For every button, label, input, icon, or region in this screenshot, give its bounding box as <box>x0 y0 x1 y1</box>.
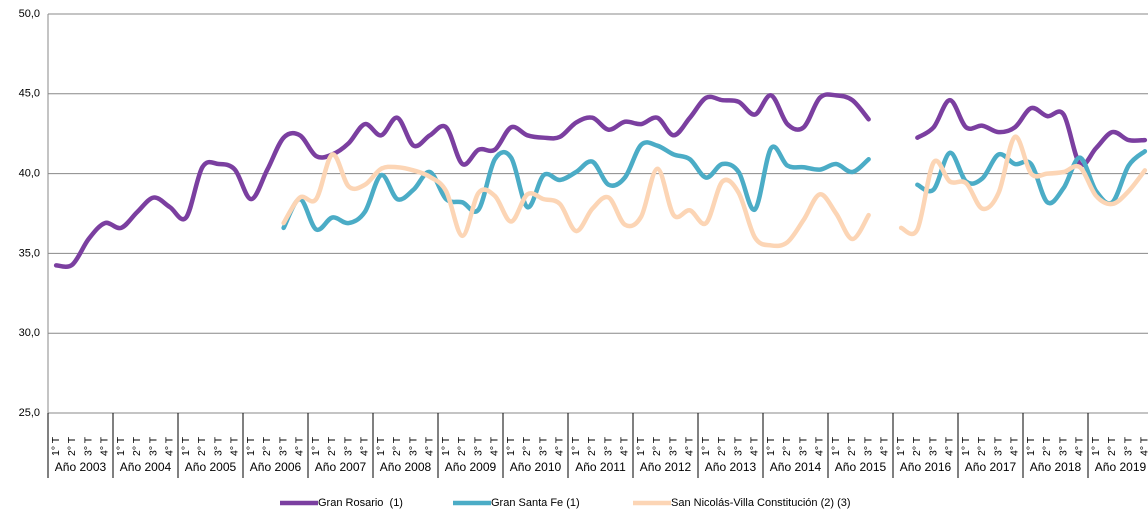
x-tick-label: 3° T <box>797 436 809 456</box>
group-label: Año 2015 <box>835 460 887 474</box>
x-tick-label: 2° T <box>261 436 273 456</box>
group-label: Año 2009 <box>445 460 497 474</box>
x-tick-label: 2° T <box>196 436 208 456</box>
group-label: Año 2004 <box>120 460 172 474</box>
x-tick-label: 2° T <box>131 436 143 456</box>
x-tick-label: 3° T <box>147 436 159 456</box>
x-tick-label: 2° T <box>976 436 988 456</box>
group-label: Año 2014 <box>770 460 822 474</box>
x-tick-label: 1° T <box>375 436 387 456</box>
group-label: Año 2019 <box>1095 460 1147 474</box>
group-label: Año 2017 <box>965 460 1017 474</box>
group-label: Año 2006 <box>250 460 302 474</box>
x-tick-label: 2° T <box>846 436 858 456</box>
x-tick-label: 4° T <box>619 436 631 456</box>
x-tick-label: 4° T <box>359 436 371 456</box>
x-tick-label: 3° T <box>992 436 1004 456</box>
x-tick-label: 4° T <box>879 436 891 456</box>
x-tick-label: 1° T <box>895 436 907 456</box>
x-tick-label: 4° T <box>684 436 696 456</box>
group-label: Año 2018 <box>1030 460 1082 474</box>
x-tick-label: 3° T <box>82 436 94 456</box>
y-tick-label: 45,0 <box>19 88 40 100</box>
x-tick-label: 1° T <box>635 436 647 456</box>
x-tick-label: 1° T <box>115 436 127 456</box>
x-tick-label: 4° T <box>944 436 956 456</box>
x-tick-label: 3° T <box>472 436 484 456</box>
x-tick-label: 1° T <box>1025 436 1037 456</box>
x-tick-label: 3° T <box>407 436 419 456</box>
x-tick-label: 2° T <box>456 436 468 456</box>
x-tick-label: 2° T <box>651 436 663 456</box>
group-label: Año 2008 <box>380 460 432 474</box>
x-tick-label: 1° T <box>570 436 582 456</box>
x-tick-label: 3° T <box>862 436 874 456</box>
x-tick-label: 2° T <box>391 436 403 456</box>
x-tick-label: 1° T <box>180 436 192 456</box>
x-tick-label: 3° T <box>667 436 679 456</box>
group-label: Año 2011 <box>575 460 626 474</box>
x-tick-label: 4° T <box>554 436 566 456</box>
x-tick-label: 1° T <box>960 436 972 456</box>
x-tick-label: 1° T <box>245 436 257 456</box>
x-tick-label: 1° T <box>765 436 777 456</box>
legend-label: Gran Rosario (1) <box>318 497 403 509</box>
x-tick-label: 4° T <box>749 436 761 456</box>
x-tick-label: 1° T <box>1090 436 1102 456</box>
x-tick-label: 4° T <box>229 436 241 456</box>
x-tick-label: 4° T <box>99 436 111 456</box>
x-tick-label: 1° T <box>830 436 842 456</box>
x-tick-label: 4° T <box>1139 436 1148 456</box>
x-tick-label: 4° T <box>164 436 176 456</box>
series-line <box>281 134 1148 249</box>
x-tick-label: 3° T <box>342 436 354 456</box>
x-tick-label: 3° T <box>537 436 549 456</box>
x-tick-label: 3° T <box>1057 436 1069 456</box>
x-tick-label: 3° T <box>602 436 614 456</box>
group-label: Año 2010 <box>510 460 562 474</box>
y-tick-label: 40,0 <box>19 168 40 180</box>
series-line <box>53 92 1148 269</box>
y-tick-label: 50,0 <box>19 8 40 20</box>
x-tick-label: 1° T <box>440 436 452 456</box>
x-tick-label: 4° T <box>814 436 826 456</box>
y-tick-label: 25,0 <box>19 407 40 419</box>
x-tick-label: 3° T <box>277 436 289 456</box>
legend-label: Gran Santa Fe (1) <box>491 497 580 509</box>
legend-label: San Nicolás-Villa Constitución (2) (3) <box>671 497 851 509</box>
series-line <box>281 140 1148 233</box>
x-tick-label: 2° T <box>66 436 78 456</box>
x-tick-label: 1° T <box>505 436 517 456</box>
x-tick-label: 4° T <box>424 436 436 456</box>
x-tick-label: 3° T <box>212 436 224 456</box>
x-tick-label: 2° T <box>326 436 338 456</box>
group-label: Año 2003 <box>55 460 107 474</box>
x-tick-label: 2° T <box>911 436 923 456</box>
x-tick-label: 2° T <box>1106 436 1118 456</box>
x-tick-label: 4° T <box>1009 436 1021 456</box>
x-tick-label: 4° T <box>1074 436 1086 456</box>
x-tick-label: 2° T <box>521 436 533 456</box>
x-tick-label: 3° T <box>732 436 744 456</box>
x-tick-label: 1° T <box>700 436 712 456</box>
y-tick-label: 35,0 <box>19 247 40 259</box>
group-label: Año 2013 <box>705 460 757 474</box>
x-tick-label: 3° T <box>927 436 939 456</box>
group-label: Año 2005 <box>185 460 237 474</box>
x-tick-label: 2° T <box>716 436 728 456</box>
y-tick-label: 30,0 <box>19 327 40 339</box>
x-tick-label: 2° T <box>781 436 793 456</box>
x-tick-label: 3° T <box>1122 436 1134 456</box>
x-tick-label: 1° T <box>50 436 62 456</box>
group-label: Año 2016 <box>900 460 952 474</box>
group-label: Año 2012 <box>640 460 692 474</box>
x-tick-label: 2° T <box>586 436 598 456</box>
group-label: Año 2007 <box>315 460 367 474</box>
x-tick-label: 4° T <box>489 436 501 456</box>
x-tick-label: 1° T <box>310 436 322 456</box>
x-tick-label: 2° T <box>1041 436 1053 456</box>
x-tick-label: 4° T <box>294 436 306 456</box>
